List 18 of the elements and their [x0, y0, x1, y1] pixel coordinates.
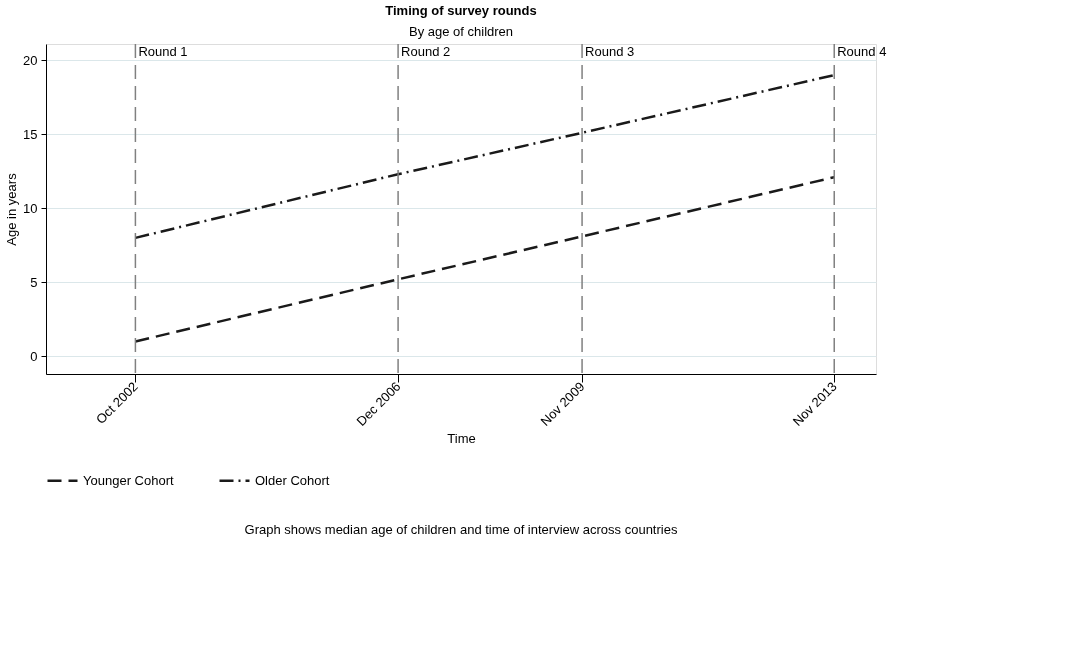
- ref-line-label: Round 1: [138, 44, 188, 59]
- text: Graph shows median age of children and time of interview across countries: [244, 522, 678, 537]
- chart-title: Timing of survey rounds: [385, 3, 537, 19]
- ref-line-label: Round 4: [837, 44, 887, 59]
- y-tick-label: 15: [23, 126, 38, 142]
- ref-line-label: Round 2: [401, 44, 451, 59]
- legend-label: Younger Cohort: [83, 472, 174, 488]
- line-series: [134, 175, 836, 343]
- ref-line-label: Round 3: [585, 44, 635, 59]
- y-tick-label: 20: [23, 52, 38, 68]
- y-tick-label: 10: [23, 200, 38, 216]
- chart-subtitle: By age of children: [408, 24, 514, 40]
- legend-label: Older Cohort: [255, 472, 330, 488]
- x-axis-title: Time: [447, 430, 476, 446]
- y-tick-label: 0: [30, 348, 38, 364]
- y-tick-label: 5: [30, 274, 38, 290]
- y-axis-title: Age in years: [4, 172, 20, 246]
- line-series: [134, 73, 836, 240]
